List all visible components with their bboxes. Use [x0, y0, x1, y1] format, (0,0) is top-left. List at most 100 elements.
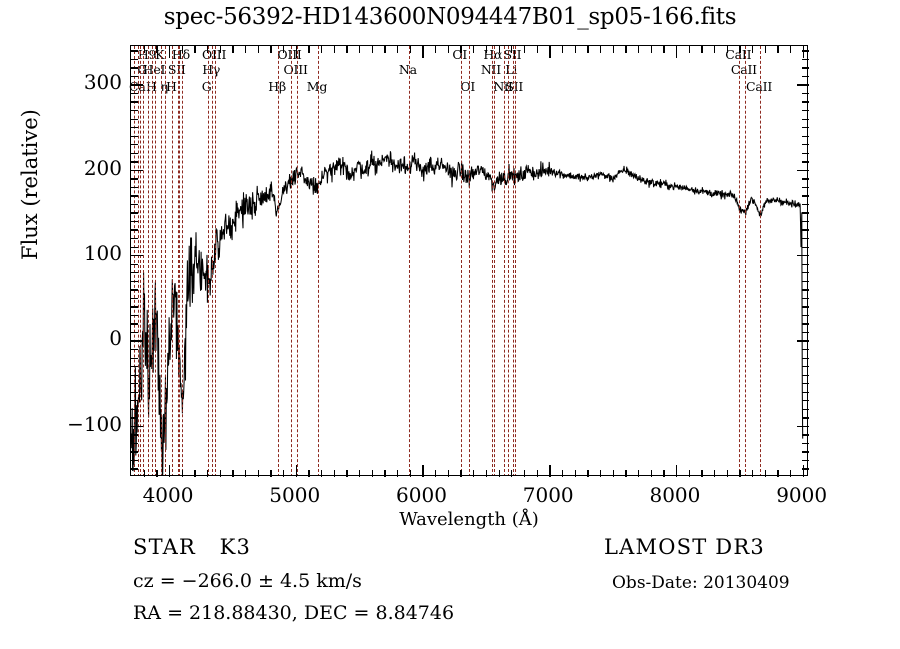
x-tick-top: [447, 46, 450, 53]
x-tick-bottom: [257, 470, 260, 477]
x-tick-bottom: [764, 470, 766, 477]
x-tick-bottom: [625, 470, 627, 477]
y-tick-right: [802, 75, 809, 78]
x-tick-top: [523, 46, 526, 53]
x-tick-bottom: [637, 470, 640, 477]
x-tick-bottom: [498, 470, 500, 477]
observation-date: Obs-Date: 20130409: [612, 573, 790, 593]
x-tick-top: [789, 46, 792, 53]
spectrum-trace: [131, 150, 804, 475]
y-tick-left: [131, 255, 143, 257]
x-tick-top: [308, 46, 310, 53]
y-tick-left: [131, 220, 138, 223]
spectral-line-marker: [503, 46, 506, 475]
x-tick-bottom: [574, 470, 576, 477]
x-tick-top: [422, 46, 424, 58]
y-tick-left: [131, 280, 138, 282]
x-tick-top: [650, 46, 652, 53]
y-tick-left: [131, 357, 138, 359]
spectral-line-marker: [165, 46, 167, 475]
spectral-line-label: SII: [167, 62, 186, 77]
y-tick-left: [131, 67, 138, 69]
x-tick-top: [473, 46, 475, 53]
y-tick-right: [802, 408, 809, 411]
y-tick-label: 100: [83, 241, 122, 266]
spectral-line-label: SII: [503, 47, 522, 62]
x-tick-top: [283, 46, 285, 53]
y-tick-right: [802, 127, 809, 129]
x-tick-top: [485, 46, 488, 53]
x-tick-bottom: [688, 470, 690, 477]
spectral-line-label: CaII: [730, 62, 757, 77]
x-tick-label: 5000: [269, 483, 321, 507]
x-tick-bottom: [270, 470, 272, 477]
spectral-line-marker: [408, 46, 411, 475]
spectral-line-marker: [215, 46, 217, 475]
x-tick-top: [498, 46, 500, 53]
spectral-line-marker: [317, 46, 320, 475]
x-tick-top: [333, 46, 336, 53]
x-tick-bottom: [156, 470, 158, 477]
spectral-line-marker: [493, 46, 496, 475]
x-tick-top: [675, 46, 678, 58]
y-tick-left: [131, 212, 138, 214]
x-tick-bottom: [663, 470, 665, 477]
spectral-line-marker: [152, 46, 154, 475]
y-tick-left: [131, 229, 138, 231]
spectral-line-marker: [296, 46, 299, 475]
y-tick-label: 200: [83, 155, 122, 180]
y-tick-right: [802, 50, 809, 52]
spectral-line-marker: [143, 46, 145, 475]
x-tick-bottom: [549, 465, 551, 477]
spectral-line-label: Mg: [306, 79, 328, 94]
y-tick-right: [802, 468, 809, 470]
y-tick-right: [802, 374, 809, 376]
object-class-and-type: STAR K3: [133, 535, 252, 559]
x-tick-bottom: [612, 470, 614, 477]
y-tick-left: [131, 272, 138, 274]
spectral-line-marker: [508, 46, 510, 475]
y-tick-left: [131, 127, 138, 129]
y-tick-left: [131, 161, 138, 163]
y-tick-right: [802, 272, 809, 274]
survey-name: LAMOST DR3: [604, 535, 765, 559]
y-tick-left: [131, 75, 138, 78]
spectral-line-label: NII: [480, 62, 502, 77]
x-tick-top: [663, 46, 665, 53]
x-tick-bottom: [181, 470, 183, 477]
spectral-line-label: K: [155, 47, 165, 62]
x-tick-top: [156, 46, 158, 53]
x-tick-top: [701, 46, 703, 53]
x-tick-top: [637, 46, 640, 53]
x-tick-top: [688, 46, 690, 53]
y-tick-left: [131, 323, 138, 325]
spectral-line-marker: [515, 46, 517, 475]
y-tick-right: [802, 459, 809, 462]
x-tick-top: [169, 46, 171, 58]
x-tick-top: [587, 46, 589, 53]
x-tick-top: [561, 46, 564, 53]
x-tick-top: [194, 46, 196, 53]
x-tick-top: [511, 46, 513, 53]
x-tick-bottom: [283, 470, 285, 477]
spectral-line-label: Ca: [129, 79, 146, 94]
y-tick-right: [802, 289, 809, 291]
y-tick-left: [131, 246, 138, 248]
spectral-line-marker: [207, 46, 210, 475]
y-tick-left: [131, 195, 138, 197]
y-tick-right: [802, 212, 809, 214]
y-tick-left: [131, 238, 138, 240]
y-tick-left: [131, 92, 138, 95]
x-tick-bottom: [650, 470, 652, 477]
x-tick-top: [536, 46, 538, 53]
spectral-line-label: H: [146, 79, 157, 94]
y-tick-right: [802, 152, 809, 154]
spectral-line-marker: [468, 46, 471, 475]
x-tick-bottom: [523, 470, 526, 477]
x-tick-top: [751, 46, 754, 53]
x-tick-top: [232, 46, 234, 53]
y-tick-left: [131, 374, 138, 376]
x-tick-top: [777, 46, 779, 53]
y-tick-left: [131, 425, 143, 428]
